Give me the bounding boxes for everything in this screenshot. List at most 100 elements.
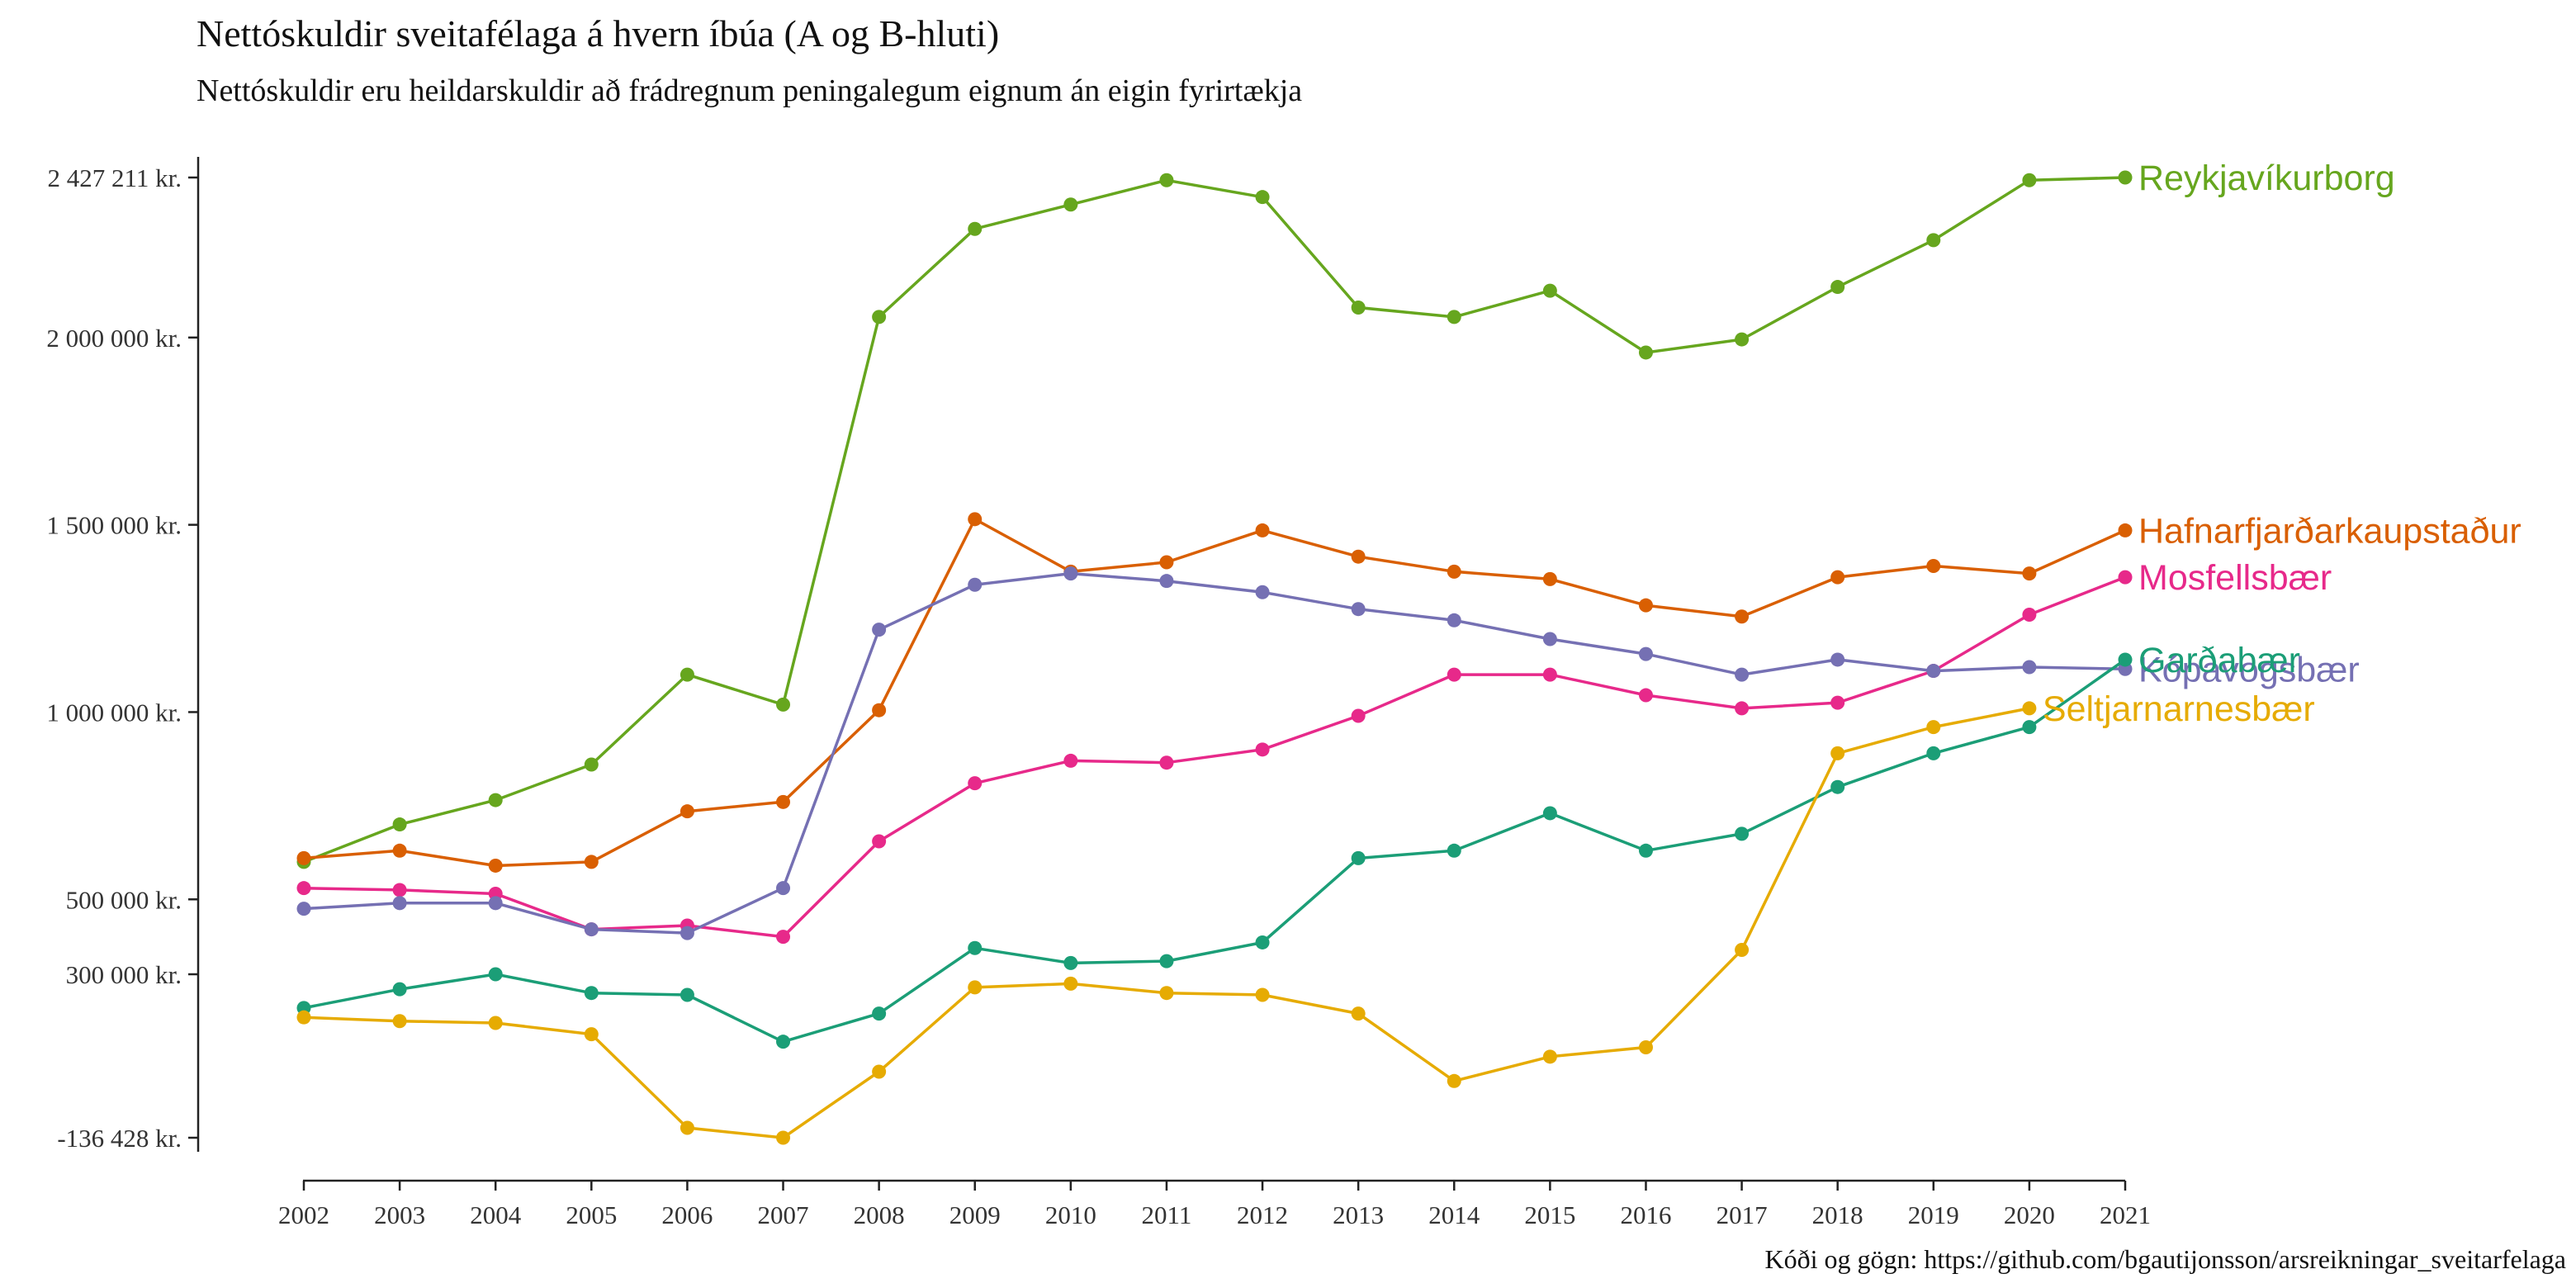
data-point [1159,954,1174,968]
series-end-label: Garðabær [2138,641,2300,680]
x-tick-label: 2021 [2100,1200,2151,1229]
series-mosfellsb-r [296,570,2133,945]
x-tick-label: 2018 [1812,1200,1863,1229]
x-axis: 2002 2003 2004 2005 2006 2007 2008 2009 2010 2011… [278,1179,2151,1229]
data-point [776,881,791,896]
data-point [1735,826,1750,841]
y-tick-label: 300 000 kr. [66,960,182,989]
data-point [1063,753,1078,768]
x-tick-label: 2005 [566,1200,617,1229]
data-point [1542,571,1557,586]
data-point [584,1027,599,1042]
data-point [488,1016,503,1030]
data-point [776,1035,791,1049]
data-point [1542,1049,1557,1064]
data-point [872,703,887,717]
data-point [776,930,791,945]
data-point [1638,688,1653,703]
x-tick-label: 2002 [278,1200,329,1229]
data-point [680,987,694,1002]
data-point [1542,667,1557,682]
data-point [1159,555,1174,570]
data-point [392,896,407,911]
data-point [584,855,599,869]
x-tick-label: 2013 [1333,1200,1384,1229]
data-point [1638,646,1653,661]
series-gar-ab-r [296,652,2133,1049]
data-point [968,980,983,995]
data-point [584,757,599,772]
data-point [776,697,791,712]
data-point [776,1130,791,1145]
data-point [2022,660,2037,675]
data-point [1638,1039,1653,1054]
data-point [1735,609,1750,624]
data-point [968,940,983,955]
data-point [296,902,311,916]
data-point [1926,233,1941,248]
data-point [488,896,503,911]
data-point [1638,345,1653,360]
data-point [1447,843,1461,858]
data-point [1926,559,1941,574]
data-point [1159,986,1174,1001]
data-point [1159,574,1174,589]
y-tick-label: 500 000 kr. [66,885,182,914]
y-tick-label: 1 000 000 kr. [46,698,182,727]
data-point [1542,806,1557,821]
data-point [1351,301,1366,315]
series-line [303,658,2127,1044]
data-point [968,776,983,791]
data-point [488,793,503,807]
x-axis-ticks: 2002 2003 2004 2005 2006 2007 2008 2009 2010 2011… [278,1181,2151,1229]
data-point [1447,613,1461,627]
data-point [1830,652,1845,667]
series-line [303,707,2030,1139]
data-point [2118,523,2133,537]
x-tick-label: 2008 [854,1200,905,1229]
data-point [1830,695,1845,710]
data-point [1159,173,1174,187]
data-point [872,1006,887,1021]
series-reykjavikurborg [296,170,2133,869]
data-point [872,623,887,637]
data-point [1735,332,1750,347]
x-tick-label: 2003 [374,1200,425,1229]
data-point [296,1010,311,1025]
data-point [392,1014,407,1029]
y-axis-ticks: 2 427 211 kr. 2 000 000 kr. 1 500 000 kr. 1… [46,163,198,1153]
data-point [1255,935,1270,949]
data-point [1926,720,1941,735]
chart-subtitle: Nettóskuldir eru heildarskuldir að frádr… [197,73,1302,108]
data-point [1063,566,1078,581]
x-tick-label: 2006 [661,1200,713,1229]
data-point [2022,720,2037,735]
data-point [2022,566,2037,581]
data-point [1926,664,1941,679]
data-point [392,883,407,897]
y-axis: 2 427 211 kr. 2 000 000 kr. 1 500 000 kr. 1… [46,157,200,1153]
data-point [1255,190,1270,205]
data-point [584,922,599,937]
x-tick-label: 2017 [1717,1200,1768,1229]
data-point [1830,746,1845,760]
data-point [776,794,791,809]
data-point [1351,850,1366,865]
data-point [680,667,694,682]
data-point [2118,170,2133,185]
data-point [1255,523,1270,537]
data-point [584,986,599,1001]
data-point [2022,608,2037,623]
data-point [1255,987,1270,1002]
x-tick-label: 2016 [1620,1200,1671,1229]
data-point [2022,173,2037,187]
series-end-label: Mosfellsbær [2138,558,2332,598]
data-point [488,858,503,873]
series-line [303,176,2126,864]
data-point [1735,667,1750,682]
x-tick-label: 2004 [470,1200,522,1229]
data-point [1542,283,1557,298]
y-tick-label: -136 428 kr. [57,1124,182,1153]
data-point [1063,197,1078,212]
